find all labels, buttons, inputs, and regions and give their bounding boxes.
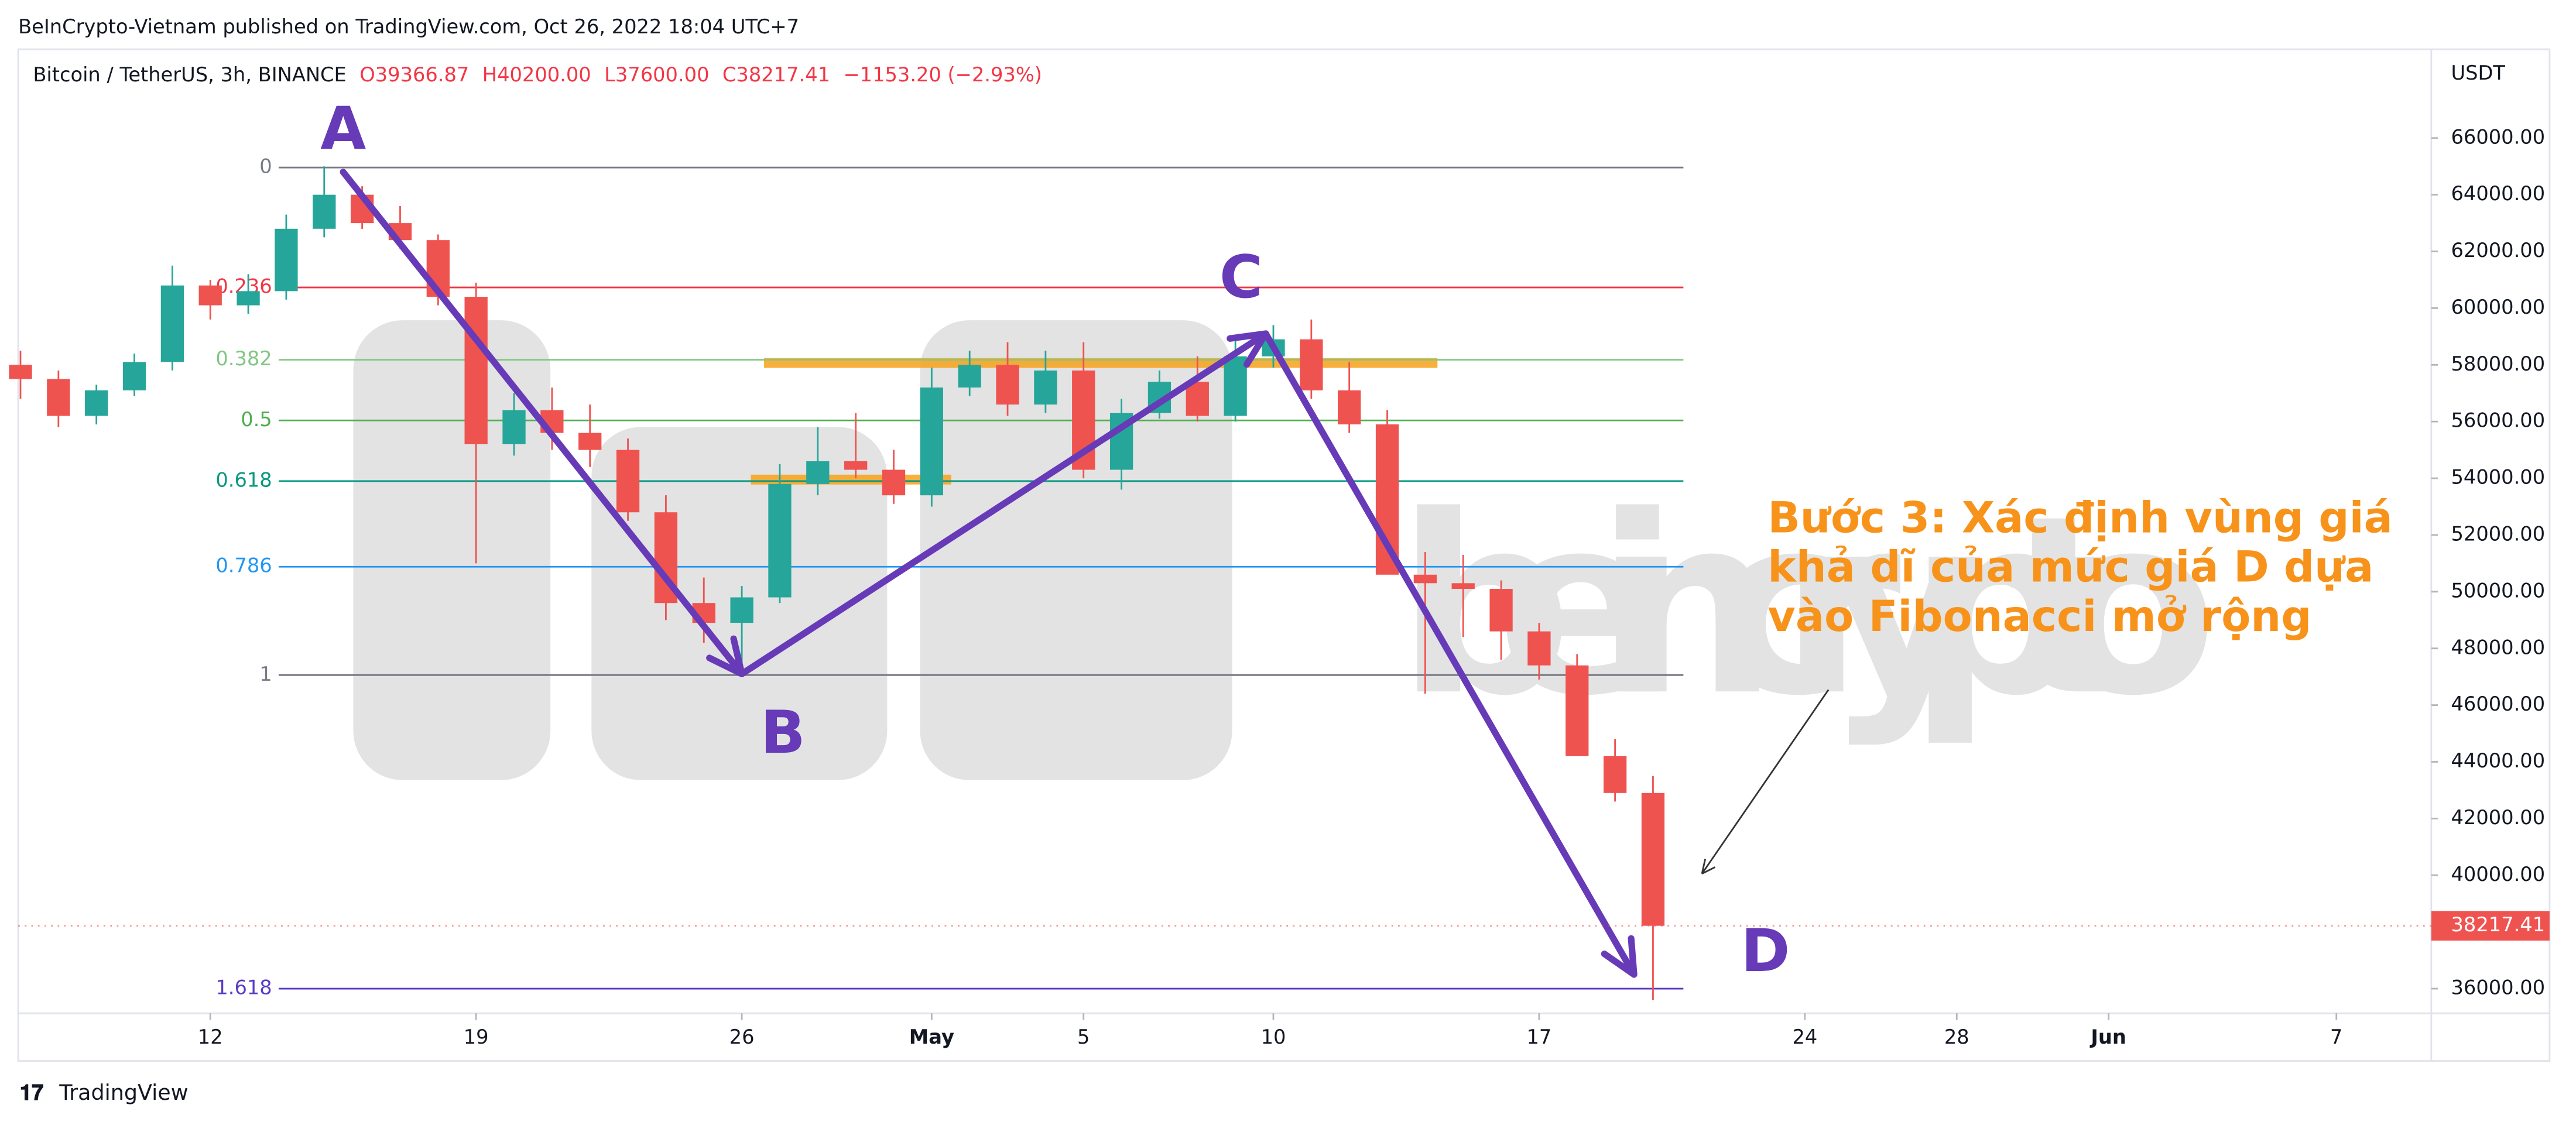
x-tick-label: 19 bbox=[464, 1025, 489, 1048]
x-tick-label: 17 bbox=[1527, 1025, 1552, 1048]
y-tick-label: 64000.00 bbox=[2451, 182, 2546, 205]
ohlc-change: −1153.20 (−2.93%) bbox=[843, 63, 1042, 86]
x-tick-label: 7 bbox=[2330, 1025, 2342, 1048]
candle-body bbox=[275, 228, 298, 291]
ohlc-close: C38217.41 bbox=[722, 63, 830, 86]
candle-body bbox=[1451, 583, 1475, 589]
candle-body bbox=[1338, 390, 1361, 425]
pattern-label: C bbox=[1220, 242, 1263, 311]
pattern-leg bbox=[340, 169, 745, 677]
candle-body bbox=[1641, 793, 1665, 926]
annotation-text: khả dĩ của mức giá D dựa bbox=[1767, 543, 2373, 592]
x-tick-label: 24 bbox=[1792, 1025, 1817, 1048]
x-tick-label: 28 bbox=[1944, 1025, 1969, 1048]
pattern-label: B bbox=[761, 698, 806, 767]
pattern-arrowhead bbox=[1601, 935, 1638, 978]
candle-body bbox=[1300, 339, 1323, 390]
candle-body bbox=[996, 365, 1019, 405]
candle-body bbox=[1566, 665, 1589, 756]
tv-logo: 𝟏𝟕 bbox=[20, 1080, 44, 1105]
candle-body bbox=[730, 597, 753, 623]
candle-body bbox=[237, 291, 260, 306]
candle-body bbox=[1603, 756, 1627, 793]
candle-body bbox=[1413, 574, 1437, 584]
candle-body bbox=[9, 365, 32, 379]
ohlc-high: H40200.00 bbox=[482, 63, 591, 86]
pattern-label: D bbox=[1741, 916, 1790, 985]
candle-body bbox=[920, 387, 943, 496]
fib-label: 0.5 bbox=[241, 408, 272, 431]
candle-body bbox=[882, 469, 906, 496]
y-tick-label: 58000.00 bbox=[2451, 352, 2546, 375]
watermark-shape bbox=[353, 320, 551, 780]
candle-body bbox=[464, 297, 488, 444]
symbol-name: Bitcoin / TetherUS, 3h, BINANCE bbox=[33, 63, 346, 86]
candle-body bbox=[616, 450, 640, 513]
y-tick-label: 54000.00 bbox=[2451, 466, 2546, 489]
candle-body bbox=[198, 285, 222, 306]
y-tick-label: 60000.00 bbox=[2451, 296, 2546, 318]
y-tick-label: 62000.00 bbox=[2451, 239, 2546, 262]
candle-body bbox=[160, 285, 184, 362]
candle-body bbox=[1186, 382, 1209, 416]
y-tick-label: 40000.00 bbox=[2451, 863, 2546, 886]
watermark-text: be in crypto bbox=[1396, 463, 2218, 750]
candle-body bbox=[502, 410, 526, 444]
candle-body bbox=[313, 194, 336, 229]
axis-unit: USDT bbox=[2451, 61, 2506, 84]
annotation-text: vào Fibonacci mở rộng bbox=[1767, 592, 2311, 642]
candle-body bbox=[1034, 371, 1057, 405]
candle-body bbox=[806, 461, 830, 484]
y-tick-label: 36000.00 bbox=[2451, 976, 2546, 999]
candle-body bbox=[768, 483, 792, 598]
pattern-leg bbox=[738, 330, 1269, 677]
y-tick-label: 56000.00 bbox=[2451, 409, 2546, 432]
last-price-label: 38217.41 bbox=[2451, 913, 2546, 936]
candle-body bbox=[578, 433, 602, 450]
fib-label: 0 bbox=[259, 155, 272, 178]
footer-brand: TradingView bbox=[59, 1080, 188, 1105]
fib-label: 1 bbox=[259, 663, 272, 685]
pattern-leg bbox=[1262, 330, 1638, 978]
candle-body bbox=[1527, 631, 1551, 666]
candle-body bbox=[1489, 589, 1513, 632]
y-tick-label: 66000.00 bbox=[2451, 125, 2546, 148]
fib-label: 0.382 bbox=[215, 347, 272, 370]
x-tick-label: Jun bbox=[2089, 1025, 2126, 1048]
y-tick-label: 50000.00 bbox=[2451, 579, 2546, 602]
pointer-arrowhead bbox=[1701, 859, 1716, 874]
candle-body bbox=[122, 362, 146, 390]
fib-label: 0.786 bbox=[215, 554, 272, 577]
y-tick-label: 52000.00 bbox=[2451, 522, 2546, 545]
last-price-box bbox=[2431, 911, 2550, 941]
y-tick-label: 44000.00 bbox=[2451, 749, 2546, 772]
candle-body bbox=[958, 365, 981, 388]
candle-body bbox=[1375, 424, 1399, 575]
pattern-label: A bbox=[320, 94, 366, 163]
fib-label: 0.618 bbox=[215, 468, 272, 491]
fib-label: 1.618 bbox=[215, 976, 272, 999]
y-tick-label: 48000.00 bbox=[2451, 636, 2546, 658]
x-tick-label: 5 bbox=[1077, 1025, 1090, 1048]
pointer-arrow bbox=[1701, 689, 1830, 874]
watermark-shape bbox=[920, 320, 1232, 780]
chart-frame bbox=[17, 48, 2551, 1062]
published-line: BeInCrypto-Vietnam published on TradingV… bbox=[18, 15, 799, 38]
y-tick-label: 42000.00 bbox=[2451, 806, 2546, 829]
ohlc-low: L37600.00 bbox=[604, 63, 709, 86]
candle-body bbox=[1224, 356, 1247, 416]
candle-body bbox=[47, 379, 70, 416]
y-tick-label: 46000.00 bbox=[2451, 692, 2546, 715]
x-tick-label: 10 bbox=[1261, 1025, 1286, 1048]
annotation-text: Bước 3: Xác định vùng giá bbox=[1767, 493, 2393, 543]
ohlc-open: O39366.87 bbox=[359, 63, 469, 86]
x-tick-label: May bbox=[909, 1025, 954, 1048]
candle-body bbox=[85, 390, 108, 416]
x-tick-label: 12 bbox=[198, 1025, 223, 1048]
candle-body bbox=[844, 461, 868, 470]
x-tick-label: 26 bbox=[729, 1025, 755, 1048]
symbol-line: Bitcoin / TetherUS, 3h, BINANCE O39366.87… bbox=[33, 63, 1042, 86]
